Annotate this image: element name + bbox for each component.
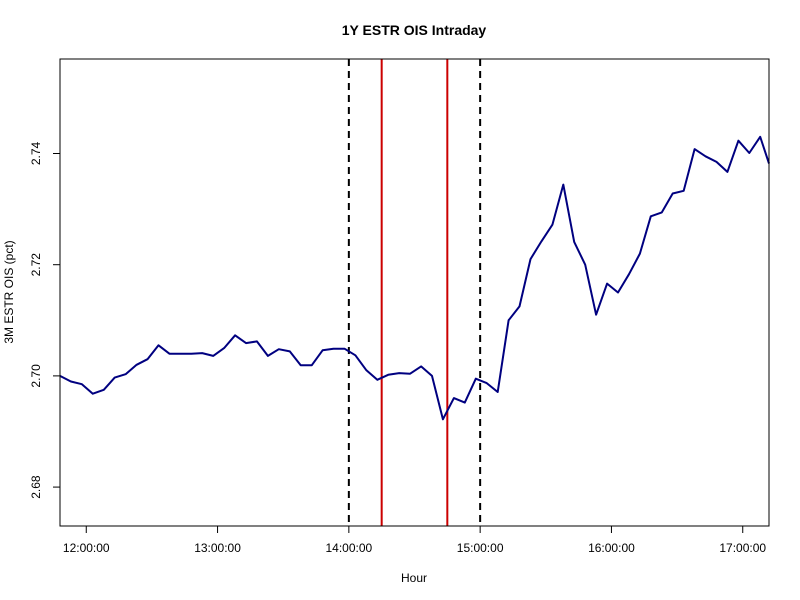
x-axis-label: Hour (401, 571, 427, 585)
x-tick-label: 17:00:00 (719, 541, 766, 555)
plot-frame (59, 58, 770, 527)
y-axis-label: 3M ESTR OIS (pct) (2, 240, 16, 343)
y-tick-label: 2.70 (29, 364, 43, 388)
y-tick-label: 2.72 (29, 253, 43, 277)
series-group (59, 135, 770, 421)
x-tick-label: 13:00:00 (194, 541, 241, 555)
reference-lines (347, 59, 482, 526)
y-tick-label: 2.68 (29, 475, 43, 499)
series-line-1 (59, 135, 770, 421)
x-tick-label: 14:00:00 (325, 541, 372, 555)
x-tick-label: 15:00:00 (457, 541, 504, 555)
y-axis: 2.68 2.70 2.72 2.74 (29, 141, 60, 499)
x-tick-label: 16:00:00 (588, 541, 635, 555)
x-axis: 12:00:00 13:00:00 14:00:00 15:00:00 16:00:00… (63, 526, 766, 555)
y-tick-label: 2.74 (29, 141, 43, 165)
chart-title: 1Y ESTR OIS Intraday (342, 22, 487, 38)
x-tick-label: 12:00:00 (63, 541, 110, 555)
